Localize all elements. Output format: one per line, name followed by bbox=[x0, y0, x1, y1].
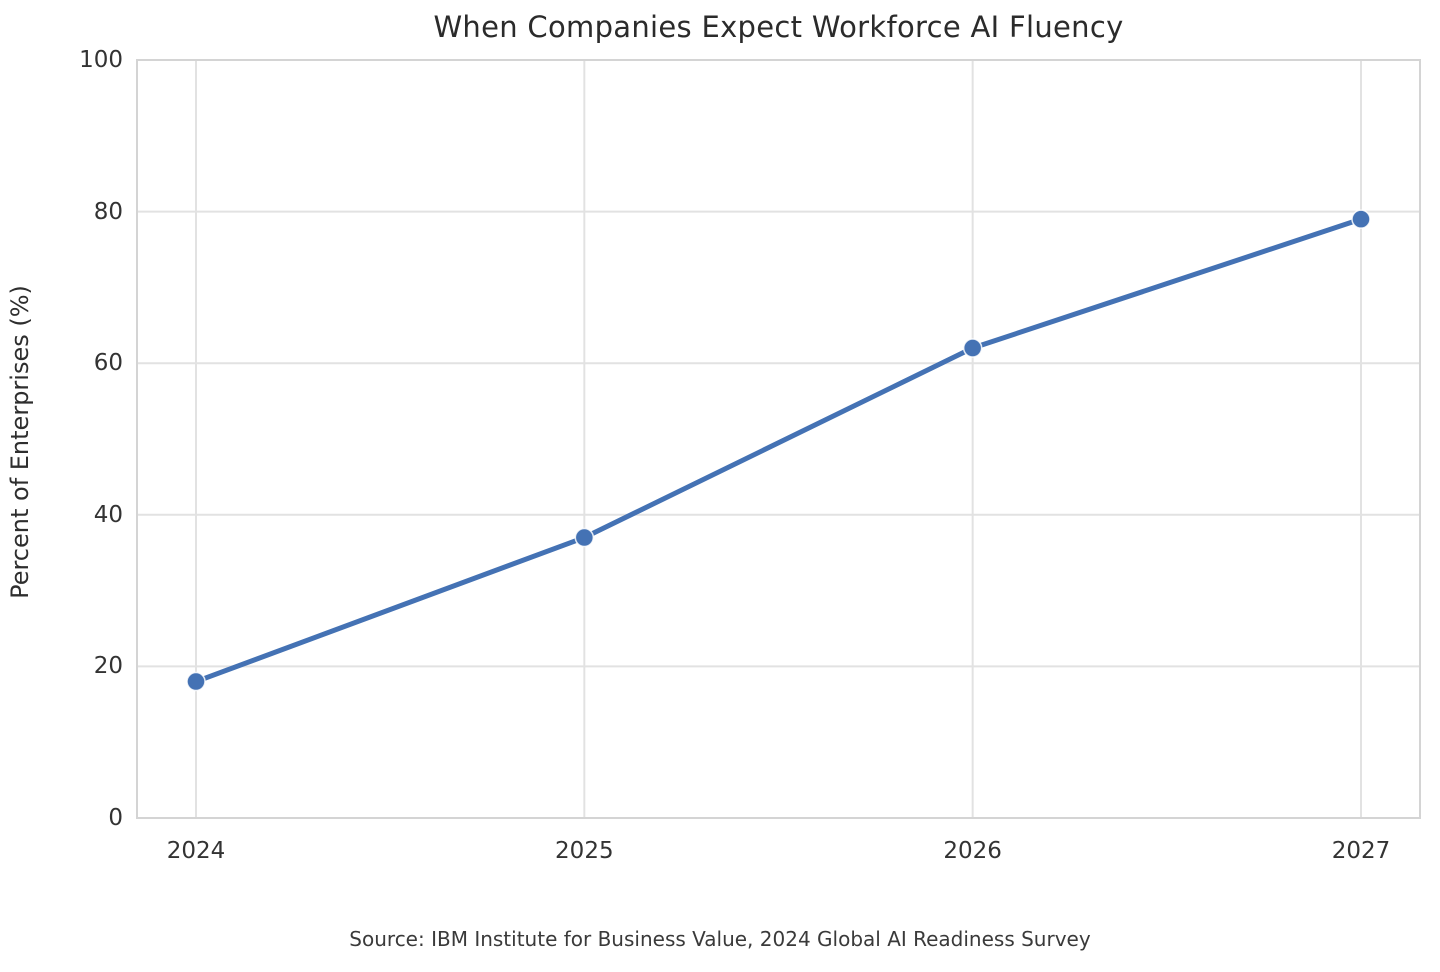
x-tick-label: 2024 bbox=[166, 838, 226, 864]
y-tick-label: 20 bbox=[93, 653, 123, 680]
y-tick-label: 40 bbox=[93, 501, 123, 528]
plot-border bbox=[136, 59, 1421, 819]
data-point bbox=[186, 671, 206, 692]
data-line bbox=[193, 216, 1364, 685]
x-tick-label: 2027 bbox=[1331, 838, 1391, 864]
y-tick-label: 100 bbox=[79, 47, 123, 73]
source-note: Source: IBM Institute for Business Value… bbox=[349, 927, 1091, 951]
y-tick-label: 60 bbox=[93, 350, 123, 377]
x-tick-label: 2025 bbox=[555, 838, 614, 864]
data-point bbox=[1351, 209, 1371, 229]
y-tick-label: 0 bbox=[108, 805, 123, 831]
data-point bbox=[962, 338, 983, 358]
y-tick-label: 80 bbox=[93, 198, 123, 225]
data-point bbox=[574, 527, 595, 548]
x-tick-label: 2026 bbox=[943, 838, 1002, 864]
chart-title: When Companies Expect Workforce AI Fluen… bbox=[433, 10, 1124, 44]
